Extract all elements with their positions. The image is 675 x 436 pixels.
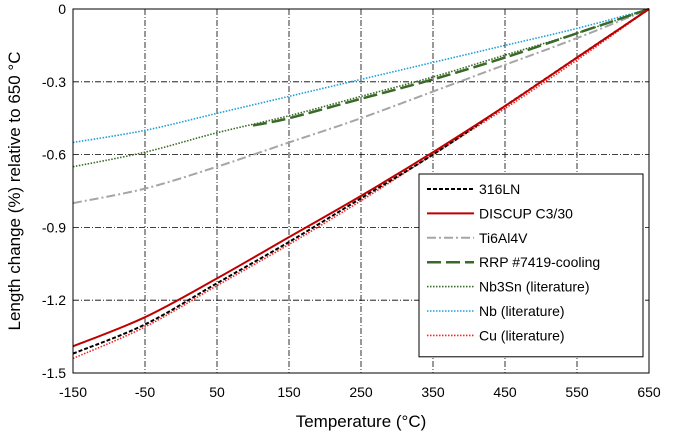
y-tick-label: -0.9 — [42, 219, 66, 235]
x-tick-label: 450 — [493, 384, 517, 400]
x-tick-label: -150 — [59, 384, 87, 400]
x-axis-title: Temperature (°C) — [296, 412, 427, 431]
y-tick-label: -1.5 — [42, 365, 66, 381]
plot-area-frame — [72, 8, 650, 374]
y-tick-label: -0.6 — [42, 147, 66, 163]
series-line-rrp-7419-cooling — [252, 7, 650, 127]
x-tick-label: 350 — [421, 384, 445, 400]
legend-label: Cu (literature) — [479, 327, 565, 343]
legend-label: Nb3Sn (literature) — [479, 279, 590, 295]
y-axis-title: Length change (%) relative to 650 °C — [5, 52, 24, 331]
legend-label: 316LN — [479, 181, 520, 197]
x-tick-label: 50 — [209, 384, 225, 400]
series-line-nb-literature — [72, 8, 650, 144]
y-tick-label: -1.2 — [42, 292, 66, 308]
axis-tick-labels: -150 -50 50 150 250 350 450 550 650 0 -0.3 -0.6 -0.9… — [42, 1, 661, 400]
x-tick-label: 650 — [637, 384, 661, 400]
x-tick-label: 250 — [349, 384, 373, 400]
series-lines — [72, 7, 650, 360]
legend-label: RRP #7419-cooling — [479, 254, 600, 270]
x-tick-label: -50 — [135, 384, 155, 400]
legend: 316LN DISCUP C3/30 Ti6Al4V RRP #7419-coolin… — [418, 173, 644, 358]
y-tick-label: 0 — [58, 1, 66, 17]
series-line-cu-literature — [72, 8, 650, 360]
series-line-discup-c3-30 — [72, 8, 650, 348]
y-tick-label: -0.3 — [42, 74, 66, 90]
legend-label: Nb (literature) — [479, 303, 565, 319]
x-tick-label: 550 — [565, 384, 589, 400]
legend-label: DISCUP C3/30 — [479, 205, 573, 221]
legend-label: Ti6Al4V — [479, 230, 528, 246]
legend-box — [418, 173, 644, 358]
x-tick-label: 150 — [277, 384, 301, 400]
